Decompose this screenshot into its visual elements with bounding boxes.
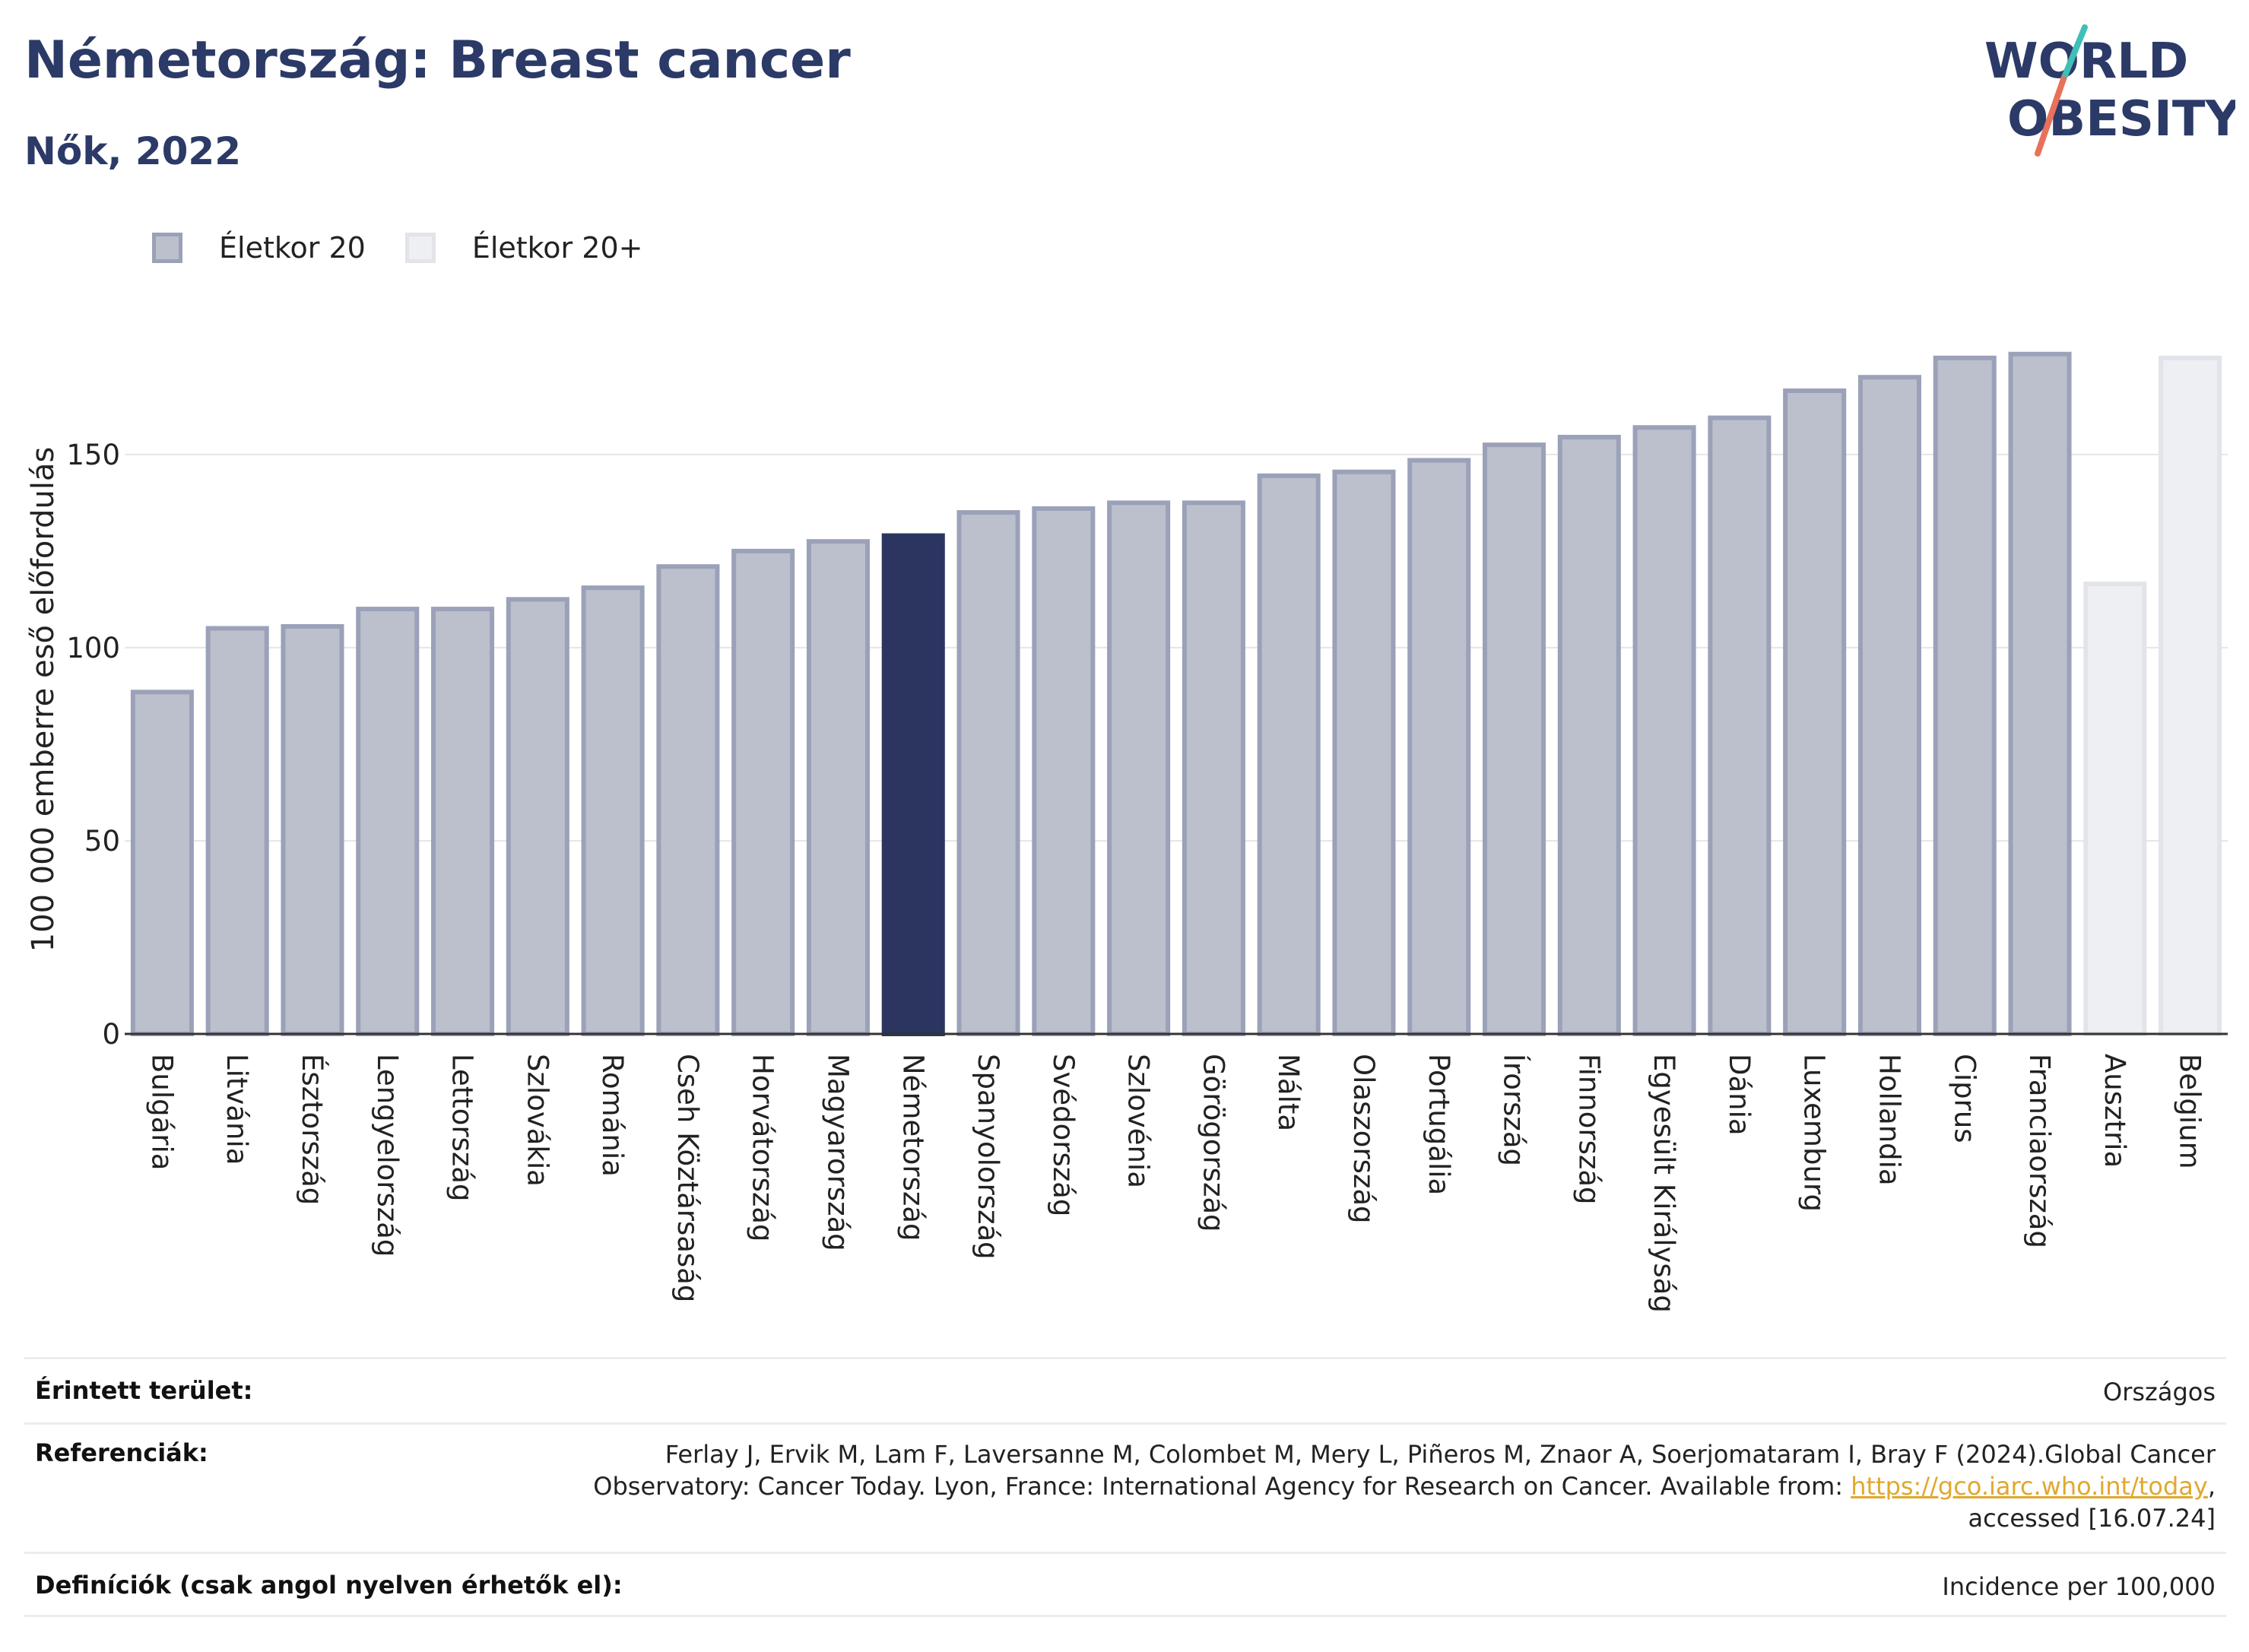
legend-item-age-20[interactable]: Életkor 20 bbox=[152, 231, 366, 265]
logo-slash-bottom bbox=[2035, 76, 2067, 157]
reference-line-1: Ferlay J, Ervik M, Lam F, Laversanne M, … bbox=[665, 1440, 2216, 1469]
world-obesity-logo: WORLD OBESITY bbox=[1984, 24, 2235, 157]
info-value-definitions: Incidence per 100,000 bbox=[1942, 1572, 2216, 1601]
bar-litvánia[interactable] bbox=[205, 626, 269, 1036]
x-tick-label: Dánia bbox=[1723, 1054, 1756, 1136]
bar-svédország[interactable] bbox=[1032, 506, 1096, 1036]
logo-slash-top bbox=[2060, 24, 2088, 82]
bar-ausztria[interactable] bbox=[2083, 582, 2147, 1036]
bar-írország[interactable] bbox=[1483, 442, 1546, 1036]
page-subtitle: Nők, 2022 bbox=[24, 129, 242, 173]
legend-swatch-age-20-plus bbox=[404, 233, 436, 263]
x-tick-label: Németország bbox=[896, 1054, 929, 1241]
x-tick-label: Málta bbox=[1272, 1054, 1305, 1131]
reference-link-comma: , bbox=[2207, 1472, 2216, 1501]
y-tick-label: 100 bbox=[66, 632, 120, 664]
info-row-definitions: Definíciók (csak angol nyelven érhetők e… bbox=[24, 1552, 2226, 1617]
bar-franciaország[interactable] bbox=[2008, 351, 2072, 1036]
info-row-references: Referenciák: Ferlay J, Ervik M, Lam F, L… bbox=[24, 1422, 2226, 1552]
x-tick-label: Belgium bbox=[2174, 1054, 2206, 1169]
info-value-references: Ferlay J, Ervik M, Lam F, Laversanne M, … bbox=[593, 1438, 2226, 1534]
x-tick-label: Cseh Köztársaság bbox=[671, 1054, 704, 1302]
bar-spanyolország[interactable] bbox=[956, 510, 1020, 1036]
info-table: Érintett terület: Országos Referenciák: … bbox=[24, 1357, 2226, 1617]
bar-finnország[interactable] bbox=[1557, 434, 1621, 1036]
x-tick-label: Hollandia bbox=[1873, 1054, 1905, 1186]
y-tick-label: 0 bbox=[102, 1018, 120, 1051]
bar-portugália[interactable] bbox=[1407, 458, 1471, 1036]
x-tick-label: Finnország bbox=[1572, 1054, 1605, 1204]
bar-görögország[interactable] bbox=[1182, 500, 1245, 1036]
x-tick-label: Litvánia bbox=[220, 1054, 253, 1165]
bar-románia[interactable] bbox=[581, 585, 645, 1036]
bar-málta[interactable] bbox=[1257, 473, 1321, 1036]
info-value-area: Országos bbox=[2103, 1378, 2216, 1406]
bar-dánia[interactable] bbox=[1708, 415, 1772, 1036]
bar-horvátország[interactable] bbox=[731, 548, 795, 1036]
bar-olaszország[interactable] bbox=[1332, 469, 1396, 1036]
legend-label-age-20-plus: Életkor 20+ bbox=[471, 231, 643, 265]
bar-egyesült-királyság[interactable] bbox=[1632, 425, 1696, 1036]
bar-cseh-köztársaság[interactable] bbox=[656, 564, 720, 1036]
bar-németország[interactable] bbox=[881, 533, 945, 1036]
info-key-references: Referenciák: bbox=[35, 1438, 208, 1467]
page-title: Németország: Breast cancer bbox=[24, 30, 851, 90]
bar-lettország[interactable] bbox=[431, 607, 495, 1036]
bar-belgium[interactable] bbox=[2159, 355, 2222, 1037]
reference-line-2: Observatory: Cancer Today. Lyon, France:… bbox=[593, 1472, 1851, 1501]
x-tick-label: Románia bbox=[596, 1054, 629, 1177]
reference-link[interactable]: https://gco.iarc.who.int/today bbox=[1851, 1472, 2208, 1501]
x-tick-label: Horvátország bbox=[747, 1054, 779, 1241]
info-key-definitions: Definíciók (csak angol nyelven érhetők e… bbox=[35, 1571, 623, 1600]
legend-swatch-age-20 bbox=[152, 233, 182, 263]
bar-észtország[interactable] bbox=[281, 623, 344, 1036]
chart-legend: Életkor 20 Életkor 20+ bbox=[152, 225, 682, 271]
x-tick-label: Lengyelország bbox=[371, 1054, 404, 1257]
bar-szlovákia[interactable] bbox=[506, 597, 569, 1036]
bar-luxemburg[interactable] bbox=[1783, 388, 1847, 1036]
bar-szlovénia[interactable] bbox=[1107, 500, 1171, 1036]
x-tick-label: Luxemburg bbox=[1798, 1054, 1831, 1212]
x-tick-label: Magyarország bbox=[821, 1054, 854, 1251]
legend-item-age-20-plus[interactable]: Életkor 20+ bbox=[404, 231, 643, 265]
bar-ciprus[interactable] bbox=[1933, 355, 1997, 1037]
info-key-area: Érintett terület: bbox=[35, 1376, 253, 1405]
x-tick-label: Ciprus bbox=[1948, 1054, 1981, 1143]
x-tick-label: Ausztria bbox=[2098, 1054, 2131, 1168]
bar-lengyelország[interactable] bbox=[356, 607, 420, 1036]
legend-label-age-20: Életkor 20 bbox=[219, 231, 366, 265]
bar-magyarország[interactable] bbox=[806, 539, 870, 1036]
x-tick-label: Svédország bbox=[1047, 1054, 1080, 1216]
x-tick-label: Lettország bbox=[446, 1054, 479, 1201]
x-tick-label: Olaszország bbox=[1347, 1054, 1380, 1223]
bar-hollandia[interactable] bbox=[1857, 375, 1921, 1037]
x-tick-label: Görögország bbox=[1197, 1054, 1229, 1232]
x-tick-label: Spanyolország bbox=[972, 1054, 1004, 1260]
x-tick-label: Franciaország bbox=[2023, 1054, 2056, 1248]
info-row-area: Érintett terület: Országos bbox=[24, 1357, 2226, 1422]
y-axis-title: 100 000 emberre eső előfordulás bbox=[26, 447, 61, 953]
bar-bulgária[interactable] bbox=[130, 690, 194, 1037]
x-tick-label: Egyesült Királyság bbox=[1648, 1054, 1680, 1313]
x-tick-label: Szlovákia bbox=[521, 1054, 554, 1187]
y-tick-label: 50 bbox=[84, 825, 120, 858]
x-tick-label: Bulgária bbox=[145, 1054, 178, 1170]
reference-line-3: accessed [16.07.24] bbox=[1968, 1504, 2216, 1533]
x-tick-label: Portugália bbox=[1423, 1054, 1455, 1195]
x-tick-label: Írország bbox=[1498, 1054, 1531, 1166]
x-tick-label: Észtország bbox=[296, 1054, 329, 1205]
y-tick-label: 150 bbox=[66, 439, 120, 471]
x-tick-label: Szlovénia bbox=[1122, 1054, 1155, 1188]
logo-text-world: WORLD bbox=[1984, 33, 2188, 90]
